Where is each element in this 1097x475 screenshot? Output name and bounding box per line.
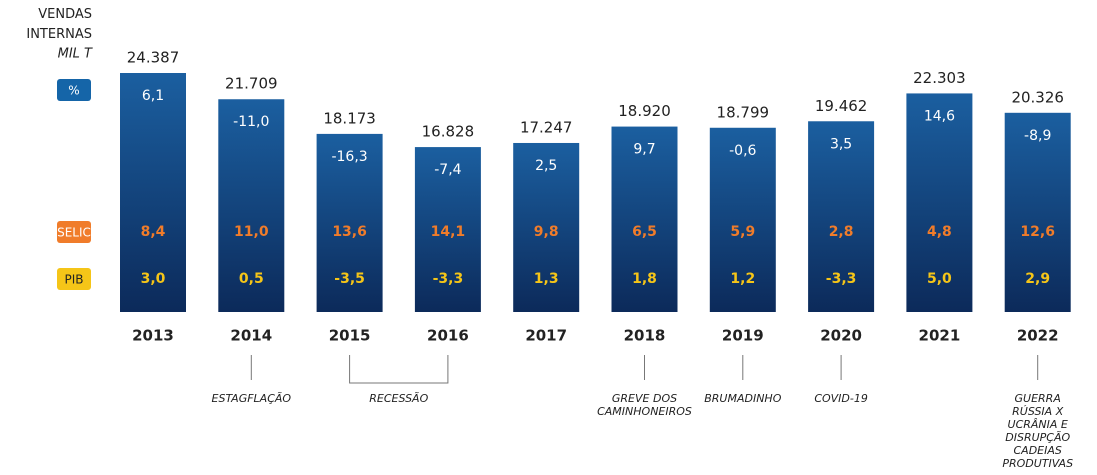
row-value: -16,3 [331, 149, 367, 165]
row-value: 3,0 [141, 271, 166, 287]
annotation: ESTAGFLAÇÃO [211, 392, 292, 405]
bar [120, 73, 186, 312]
row-value: -11,0 [233, 114, 269, 130]
row-value: 6,1 [142, 88, 164, 104]
row-value: 1,3 [534, 271, 559, 287]
value-label: 17.247 [520, 118, 573, 136]
x-tick-label: 2020 [820, 327, 862, 345]
x-tick-label: 2014 [230, 327, 272, 345]
row-value: 14,6 [924, 108, 955, 124]
row-value: 8,4 [141, 224, 166, 240]
value-label: 24.387 [127, 49, 180, 67]
row-value: 1,8 [632, 271, 657, 287]
x-tick-label: 2019 [722, 327, 764, 345]
value-label: 21.709 [225, 75, 278, 93]
row-value: 9,7 [633, 142, 655, 158]
bar [808, 121, 875, 312]
x-tick-label: 2018 [624, 327, 666, 345]
axis-label: VENDAS INTERNAS [26, 7, 92, 42]
row-value: 9,8 [534, 224, 559, 240]
row-value: 5,0 [927, 271, 952, 287]
row-value: 4,8 [927, 224, 952, 240]
row-value: 6,5 [632, 224, 657, 240]
x-tick-label: 2017 [525, 327, 567, 345]
row-value: -0,6 [729, 143, 756, 159]
annotation: COVID-19 [814, 392, 868, 405]
x-tick-label: 2021 [919, 327, 961, 345]
row-value: 1,2 [730, 271, 755, 287]
row-value: 2,9 [1025, 271, 1050, 287]
row-value: -3,3 [433, 271, 464, 287]
row-name: % [68, 84, 79, 98]
row-name: PIB [64, 273, 83, 287]
row-value: -3,3 [826, 271, 857, 287]
row-value: 5,9 [730, 224, 755, 240]
x-tick-label: 2013 [132, 327, 174, 345]
bar [709, 127, 776, 312]
row-badge [57, 221, 91, 243]
bar [906, 93, 973, 313]
annotation: GUERRA RÚSSIA X UCRÂNIA E DISRUPÇÃO CADE… [1002, 392, 1074, 470]
bar [513, 142, 580, 312]
annotation: GREVE DOS CAMINHONEIROS [597, 392, 692, 418]
row-value: -3,5 [334, 271, 365, 287]
row-value: 13,6 [332, 224, 367, 240]
row-badge [57, 268, 91, 290]
value-label: 18.799 [717, 103, 770, 121]
row-value: 3,5 [830, 136, 852, 152]
bar [218, 99, 285, 313]
row-value: -7,4 [434, 162, 461, 178]
row-value: 2,5 [535, 158, 557, 174]
row-value: 2,8 [829, 224, 854, 240]
annotation: BRUMADINHO [704, 392, 782, 405]
value-label: 16.828 [422, 123, 475, 141]
value-label: 20.326 [1011, 88, 1064, 106]
bar [1004, 112, 1071, 312]
row-name: SELIC [57, 226, 91, 240]
value-label: 18.920 [618, 102, 671, 120]
annotation-bracket [349, 355, 449, 384]
x-tick-label: 2022 [1017, 327, 1059, 345]
row-value: 12,6 [1020, 224, 1055, 240]
row-value: 0,5 [239, 271, 264, 287]
annotation: RECESSÃO [369, 392, 429, 405]
row-value: -8,9 [1024, 128, 1051, 144]
x-tick-label: 2016 [427, 327, 469, 345]
bar [611, 126, 678, 312]
bar [316, 133, 383, 312]
value-label: 19.462 [815, 97, 868, 115]
row-value: 11,0 [234, 224, 269, 240]
value-label: 18.173 [323, 109, 376, 127]
value-label: 22.303 [913, 69, 966, 87]
row-badge [57, 79, 91, 101]
bar [414, 147, 481, 312]
x-tick-label: 2015 [329, 327, 371, 345]
row-value: 14,1 [431, 224, 466, 240]
unit-label: MIL T [58, 47, 93, 62]
